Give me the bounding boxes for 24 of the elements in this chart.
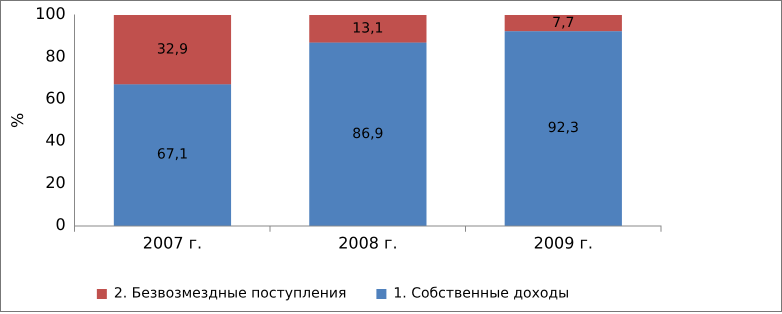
data-label: 67,1 bbox=[156, 146, 188, 163]
y-tick-label: 40 bbox=[45, 130, 66, 150]
legend-label: 2. Безвозмездные поступления bbox=[114, 286, 346, 302]
y-tick-label: 100 bbox=[35, 4, 66, 24]
x-tick-label: 2008 г. bbox=[338, 234, 398, 253]
data-label: 13,1 bbox=[352, 20, 384, 36]
y-tick-label: 80 bbox=[45, 46, 66, 66]
bar bbox=[309, 15, 426, 43]
bar bbox=[114, 15, 232, 84]
y-tick-label: 60 bbox=[45, 88, 66, 108]
y-axis-title: % bbox=[8, 112, 27, 128]
y-tick-label: 0 bbox=[56, 214, 66, 234]
data-label: 92,3 bbox=[548, 120, 579, 136]
data-label: 7,7 bbox=[552, 14, 574, 31]
bar bbox=[504, 15, 622, 32]
y-tick-label: 20 bbox=[45, 172, 66, 192]
x-tick-label: 2009 г. bbox=[534, 234, 593, 253]
legend-label: 1. Собственные доходы bbox=[393, 286, 570, 302]
bar bbox=[504, 31, 622, 226]
bar bbox=[309, 42, 426, 226]
x-tick-label: 2007 г. bbox=[142, 234, 202, 253]
data-label: 32,9 bbox=[156, 41, 188, 58]
bar bbox=[114, 84, 232, 226]
data-label: 86,9 bbox=[352, 126, 384, 142]
